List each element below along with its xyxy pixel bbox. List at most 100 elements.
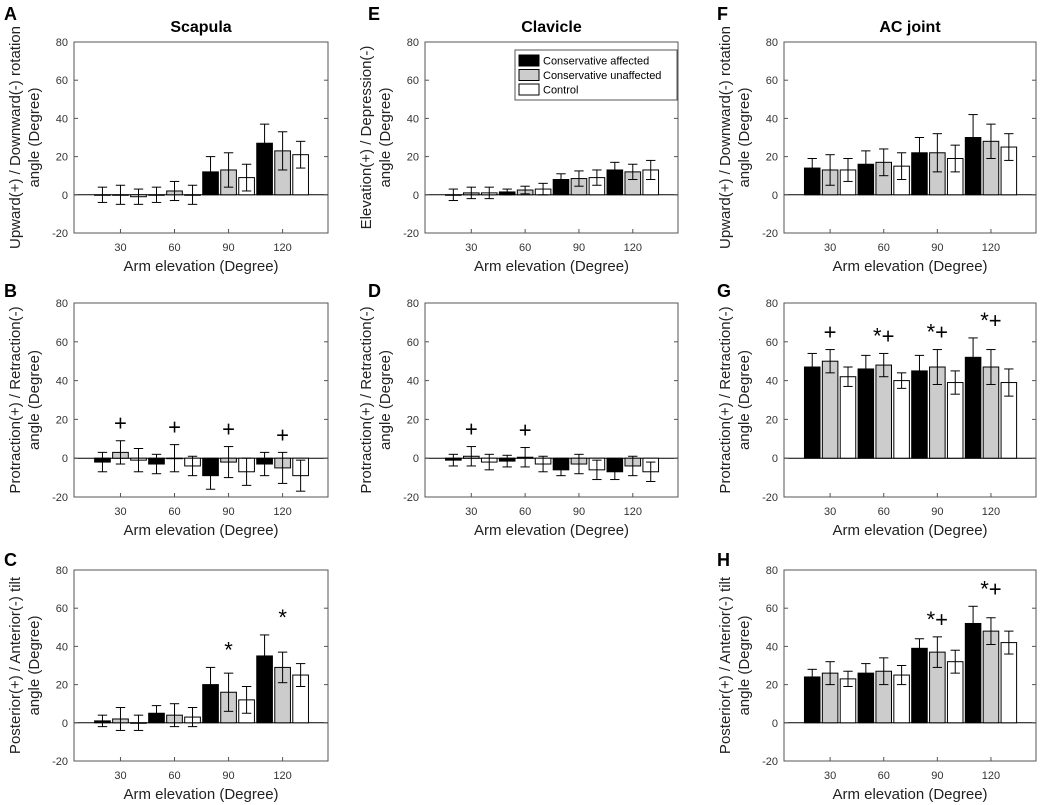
significance-marker: *+ (927, 320, 948, 345)
y-tick-label: 60 (56, 75, 68, 87)
x-axis-label: Arm elevation (Degree) (832, 258, 987, 275)
legend-swatch (518, 54, 540, 67)
significance-marker: * (224, 637, 233, 662)
y-axis-label: Protraction(+) / Retraction(-) angle (Deg… (717, 306, 753, 493)
x-tick-label: 30 (114, 242, 126, 254)
y-tick-label: -20 (762, 228, 778, 240)
bar-control (1000, 642, 1018, 724)
y-tick-label: 40 (766, 641, 778, 653)
y-tick-label: 80 (766, 298, 778, 310)
significance-marker: * (278, 605, 287, 630)
x-tick-label: 90 (222, 770, 234, 782)
y-tick-label: 60 (56, 603, 68, 615)
panel-a: -20 0 20 40 60 80 30 60 90 120 Scapula A Arm elevati… (4, 4, 329, 275)
y-tick-label: 20 (766, 680, 778, 692)
panel-b: -20 0 20 40 60 80 30 60 90 120 + + + + B Arm elevation … (4, 281, 329, 539)
x-tick-label: 30 (824, 770, 836, 782)
x-tick-label: 30 (824, 242, 836, 254)
x-tick-label: 90 (222, 506, 234, 518)
panel-f: -20 0 20 40 60 80 30 60 90 120 AC joint F Arm elevat… (717, 4, 1037, 275)
y-tick-label: 20 (56, 680, 68, 692)
x-tick-label: 120 (273, 770, 291, 782)
y-axis-label-line: Posterior(+) / Anterior(-) tilt (717, 576, 734, 754)
legend-entry: Conservative affected (543, 56, 649, 68)
y-axis-label-line: Upward(+) / Downward(-) rotation (717, 26, 734, 249)
panel-letter: E (368, 4, 380, 24)
panel-g: -20 0 20 40 60 80 30 60 90 120 + *+ *+ *+ G Arm elevati… (717, 281, 1037, 539)
y-axis-label-line: Protraction(+) / Retraction(-) (358, 306, 375, 493)
x-tick-label: 120 (982, 506, 1000, 518)
y-tick-label: 80 (56, 298, 68, 310)
y-axis-label-line: Protraction(+) / Retraction(-) (7, 306, 24, 493)
y-axis-label: Upward(+) / Downward(-) rotation angle (D… (717, 26, 753, 249)
axes-box (73, 569, 329, 762)
y-tick-label: 80 (407, 37, 419, 49)
y-axis-label-line: Protraction(+) / Retraction(-) (717, 306, 734, 493)
significance-marker: *+ (927, 607, 948, 632)
significance-marker: + (465, 417, 478, 442)
y-tick-label: -20 (762, 492, 778, 504)
y-tick-label: 40 (56, 113, 68, 125)
axes-box (424, 302, 679, 498)
x-axis-label: Arm elevation (Degree) (123, 522, 278, 539)
y-axis-label-line: angle (Degree) (377, 350, 394, 450)
x-tick-label: 90 (931, 770, 943, 782)
x-tick-label: 90 (931, 506, 943, 518)
significance-marker: + (519, 418, 532, 443)
panel-h: -20 0 20 40 60 80 30 60 90 120 *+ *+ H Arm elevation … (717, 550, 1037, 803)
y-axis-label-line: angle (Degree) (377, 87, 394, 187)
significance-marker: *+ (980, 576, 1001, 601)
panel-letter: H (717, 550, 730, 570)
significance-marker: *+ (980, 308, 1001, 333)
x-tick-label: 30 (114, 770, 126, 782)
y-tick-label: -20 (403, 492, 419, 504)
panel-letter: G (717, 281, 731, 301)
x-axis-label: Arm elevation (Degree) (123, 786, 278, 803)
x-tick-label: 120 (982, 242, 1000, 254)
axes-box (424, 41, 679, 234)
significance-marker: + (824, 320, 837, 345)
x-tick-label: 60 (878, 506, 890, 518)
y-axis-label-line: angle (Degree) (26, 615, 43, 715)
significance-marker: *+ (873, 323, 894, 348)
legend-entry: Conservative unaffected (543, 70, 661, 82)
y-axis-label: Protraction(+) / Retraction(-) angle (Deg… (358, 306, 394, 493)
y-axis-label-line: angle (Degree) (736, 87, 753, 187)
y-tick-label: 60 (766, 603, 778, 615)
y-tick-label: 20 (766, 152, 778, 164)
y-axis-label: Protraction(+) / Retraction(-) angle (Deg… (7, 306, 43, 493)
bar-affected (911, 647, 928, 724)
y-tick-label: 20 (407, 414, 419, 426)
legend-swatch (518, 83, 540, 96)
x-axis-label: Arm elevation (Degree) (474, 258, 629, 275)
significance-marker: + (114, 411, 127, 436)
y-tick-label: -20 (52, 756, 68, 768)
y-tick-label: 0 (772, 718, 778, 730)
y-tick-label: 40 (766, 113, 778, 125)
y-axis-label: Elevation(+) / Depression(-) angle (Degre… (358, 46, 394, 230)
y-tick-label: 80 (766, 37, 778, 49)
axes-box (783, 41, 1037, 234)
y-axis-label: Posterior(+) / Anterior(-) tilt angle (De… (7, 576, 43, 754)
bar-control (893, 380, 910, 459)
panel-letter: C (4, 550, 17, 570)
panel-title: AC joint (879, 19, 941, 36)
y-axis-label-line: Elevation(+) / Depression(-) (358, 46, 375, 230)
y-tick-label: 0 (62, 453, 68, 465)
y-tick-label: 80 (407, 298, 419, 310)
x-tick-label: 30 (465, 506, 477, 518)
y-axis-label: Upward(+) / Downward(-) rotation angle (D… (7, 26, 43, 249)
x-tick-label: 60 (878, 770, 890, 782)
x-axis-label: Arm elevation (Degree) (832, 786, 987, 803)
x-tick-label: 90 (931, 242, 943, 254)
x-tick-label: 60 (168, 242, 180, 254)
y-tick-label: 60 (766, 75, 778, 87)
y-tick-label: 60 (766, 337, 778, 349)
y-tick-label: 20 (56, 414, 68, 426)
panel-title: Scapula (170, 19, 231, 36)
y-tick-label: 40 (56, 641, 68, 653)
y-axis-label-line: angle (Degree) (736, 615, 753, 715)
y-tick-label: 0 (62, 190, 68, 202)
y-tick-label: 40 (407, 376, 419, 388)
bar-unaffected (875, 364, 893, 459)
